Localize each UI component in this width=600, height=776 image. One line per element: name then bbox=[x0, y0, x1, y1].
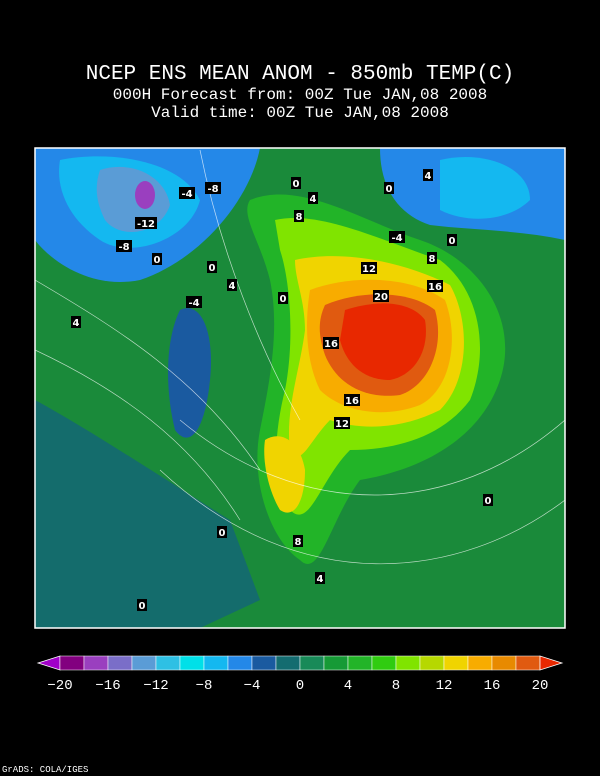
contour-label: 8 bbox=[295, 537, 302, 548]
contour-label: 0 bbox=[485, 496, 492, 507]
label-box bbox=[227, 279, 237, 291]
contour-label: 0 bbox=[209, 263, 216, 274]
contour-label: 4 bbox=[310, 194, 317, 205]
label-box bbox=[217, 526, 227, 538]
contour-label: 16 bbox=[324, 339, 338, 350]
label-box bbox=[179, 187, 195, 199]
label-box bbox=[291, 177, 301, 189]
title: NCEP ENS MEAN ANOM - 850mb TEMP(C) bbox=[86, 63, 514, 86]
label-box bbox=[361, 262, 377, 274]
label-box bbox=[384, 182, 394, 194]
colorbar-cell bbox=[179, 655, 205, 671]
colorbar-cell bbox=[299, 655, 325, 671]
contour-label: 0 bbox=[280, 294, 287, 305]
contour-label: 4 bbox=[317, 574, 324, 585]
contour-label: 0 bbox=[154, 255, 161, 266]
label-box bbox=[152, 253, 162, 265]
colorbar-cell bbox=[491, 655, 517, 671]
contour-label: 20 bbox=[374, 292, 388, 303]
colorbar-cell bbox=[395, 655, 421, 671]
colorbar-label: 4 bbox=[344, 678, 352, 694]
label-box bbox=[186, 296, 202, 308]
colorbar-cell bbox=[59, 655, 85, 671]
colorbar-label: −12 bbox=[143, 678, 168, 694]
label-box bbox=[205, 182, 221, 194]
colorbar-cell bbox=[83, 655, 109, 671]
contour-label: 4 bbox=[229, 281, 236, 292]
colorbar-label: −4 bbox=[244, 678, 261, 694]
colorbar-cell bbox=[347, 655, 373, 671]
colorbar-cell bbox=[515, 655, 541, 671]
contour-label: 0 bbox=[219, 528, 226, 539]
contour-label: 16 bbox=[428, 282, 442, 293]
colorbar-cell bbox=[131, 655, 157, 671]
contour-label: -4 bbox=[181, 189, 192, 200]
colorbar-label: −16 bbox=[95, 678, 120, 694]
colorbar-cell bbox=[155, 655, 181, 671]
contour-label: -12 bbox=[137, 219, 155, 230]
contour-label: 12 bbox=[362, 264, 376, 275]
label-box bbox=[137, 599, 147, 611]
label-box bbox=[389, 231, 405, 243]
colorbar-label: −20 bbox=[47, 678, 72, 694]
contour-label: 0 bbox=[449, 236, 456, 247]
contour-label: -4 bbox=[391, 233, 402, 244]
label-box bbox=[447, 234, 457, 246]
contour-label: 4 bbox=[73, 318, 80, 329]
contour-label: 16 bbox=[345, 396, 359, 407]
contour-label: 12 bbox=[335, 419, 349, 430]
colorbar-label: 0 bbox=[296, 678, 304, 694]
contour-label: 8 bbox=[429, 254, 436, 265]
label-box bbox=[334, 417, 350, 429]
contour-label: 8 bbox=[296, 212, 303, 223]
colorbar-cell bbox=[467, 655, 493, 671]
contour-label: -8 bbox=[118, 242, 129, 253]
credit: GrADS: COLA/IGES bbox=[2, 765, 88, 775]
colorbar-label: 12 bbox=[436, 678, 453, 694]
contour-label: 0 bbox=[139, 601, 146, 612]
contour-label: -4 bbox=[188, 298, 199, 309]
colorbar-cell bbox=[443, 655, 469, 671]
contour-label: 4 bbox=[425, 171, 432, 182]
colorbar-cell bbox=[227, 655, 253, 671]
label-box bbox=[373, 290, 389, 302]
contour-label: -8 bbox=[207, 184, 218, 195]
label-box bbox=[278, 292, 288, 304]
label-box bbox=[483, 494, 493, 506]
colorbar-label: 20 bbox=[532, 678, 549, 694]
label-box bbox=[293, 535, 303, 547]
colorbar-label: 16 bbox=[484, 678, 501, 694]
colorbar-cell bbox=[323, 655, 349, 671]
contour-label: 0 bbox=[386, 184, 393, 195]
subtitle: Valid time: 00Z Tue JAN,08 2008 bbox=[151, 104, 449, 122]
label-box bbox=[207, 261, 217, 273]
colorbar-cell bbox=[371, 655, 397, 671]
label-box bbox=[135, 217, 157, 229]
colorbar-cell bbox=[251, 655, 277, 671]
label-box bbox=[294, 210, 304, 222]
contour-label: 0 bbox=[293, 179, 300, 190]
colorbar-cell bbox=[107, 655, 133, 671]
colorbar-cell bbox=[419, 655, 445, 671]
label-box bbox=[344, 394, 360, 406]
colorbar-cell bbox=[203, 655, 229, 671]
label-box bbox=[315, 572, 325, 584]
label-box bbox=[308, 192, 318, 204]
colorbar-end bbox=[36, 655, 61, 671]
colorbar-label: 8 bbox=[392, 678, 400, 694]
label-box bbox=[71, 316, 81, 328]
colorbar-label: −8 bbox=[196, 678, 213, 694]
subtitle: 000H Forecast from: 00Z Tue JAN,08 2008 bbox=[113, 86, 487, 104]
label-box bbox=[427, 252, 437, 264]
label-box bbox=[423, 169, 433, 181]
label-box bbox=[427, 280, 443, 292]
label-box bbox=[323, 337, 339, 349]
label-box bbox=[116, 240, 132, 252]
colorbar-cell bbox=[275, 655, 301, 671]
colorbar-end bbox=[539, 655, 564, 671]
